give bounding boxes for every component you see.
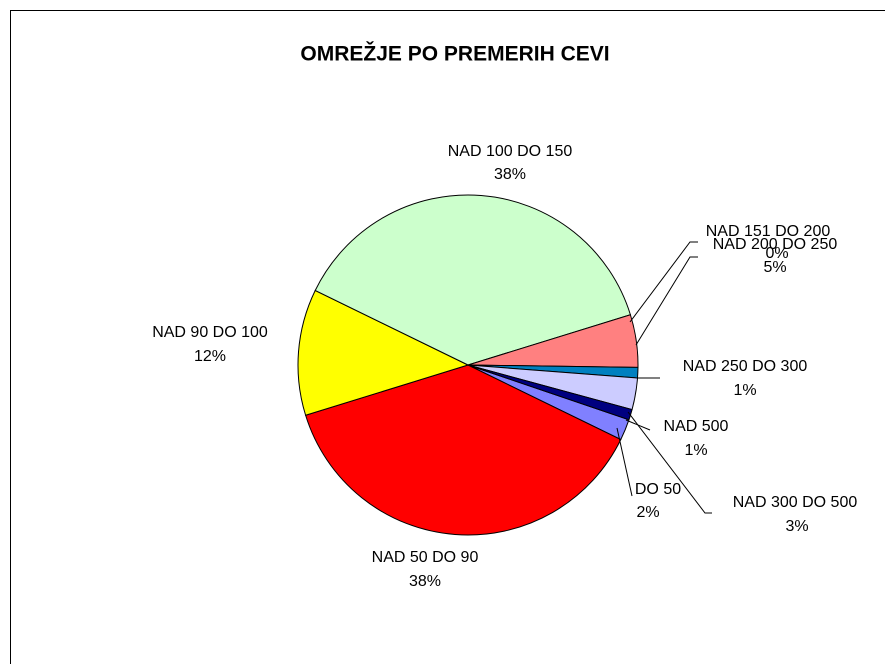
pie-slice [314,194,632,366]
slice-name-label: NAD 200 DO 250 [713,236,838,253]
slice-name-label: NAD 100 DO 150 [448,143,573,160]
slice-value-label: 12% [194,348,226,365]
slice-name-label: NAD 90 DO 100 [152,324,268,341]
leader-line [616,427,633,497]
leader-line [627,411,712,514]
leader-line [625,419,651,431]
leader-line [635,256,698,346]
slice-value-label: 3% [785,518,808,535]
slice-name-label: NAD 50 DO 90 [372,549,479,566]
slice-name-label: NAD 250 DO 300 [683,358,808,375]
pie-slice [297,289,470,416]
pie-slice [304,364,622,536]
slice-value-label: 38% [494,166,526,183]
slice-value-label: 2% [636,504,659,521]
slice-name-label: NAD 151 DO 200 [706,223,831,240]
slice-value-label: 38% [409,573,441,590]
slice-name-label: NAD 300 DO 500 [733,494,858,511]
slice-value-label: 5% [763,259,786,276]
leader-line [629,241,698,323]
slice-name-label: DO 50 [635,481,681,498]
slice-name-label: NAD 500 [664,418,729,435]
chart-title: OMREŽJE PO PREMERIH CEVI [300,42,609,66]
slice-value-label: 0% [765,245,788,262]
slice-value-label: 1% [684,442,707,459]
slice-value-label: 1% [733,382,756,399]
